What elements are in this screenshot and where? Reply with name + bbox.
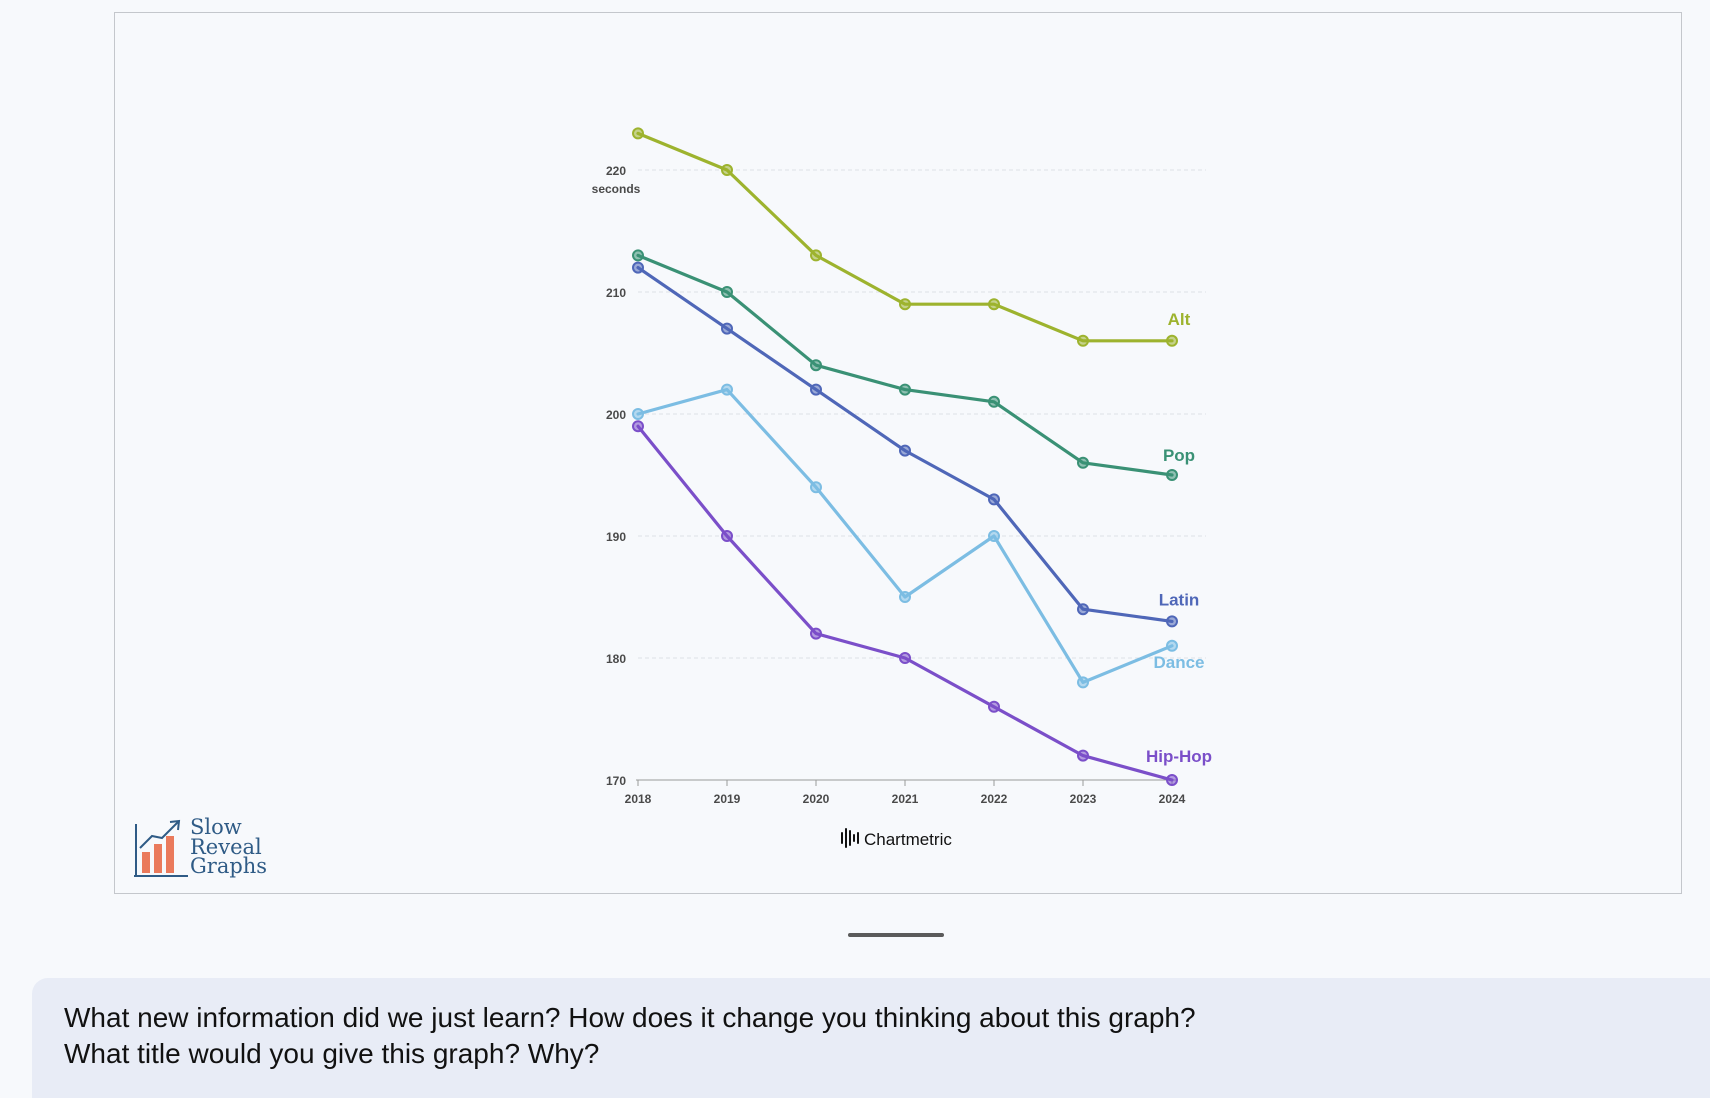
series-lines bbox=[636, 131, 1174, 782]
chartmetric-icon bbox=[841, 828, 859, 848]
x-tick-label: 2019 bbox=[714, 792, 741, 806]
data-point-latin bbox=[1077, 603, 1089, 616]
series-label-hip-hop: Hip-Hop bbox=[1146, 747, 1212, 766]
data-point-dance bbox=[632, 408, 644, 420]
bar-chart-arrow-icon bbox=[134, 819, 188, 877]
series-line-hip-hop bbox=[636, 424, 1174, 782]
series-label-pop: Pop bbox=[1163, 446, 1195, 465]
data-point-alt bbox=[721, 164, 733, 176]
tick-labels: 220 210 200 190 180 170 seconds 2018 2019 2020 202… bbox=[592, 164, 1186, 806]
data-points bbox=[632, 127, 1178, 786]
x-tick-label: 2021 bbox=[892, 792, 919, 806]
series-label-alt: Alt bbox=[1168, 310, 1191, 329]
data-point-alt bbox=[810, 249, 822, 262]
prompt-question-1: What new information did we just learn? … bbox=[64, 1002, 1196, 1033]
data-point-hip-hop bbox=[988, 700, 1000, 713]
logo-line-2: Reveal bbox=[190, 834, 262, 859]
y-tick-label: 200 bbox=[606, 408, 626, 422]
data-point-pop bbox=[721, 286, 733, 298]
data-point-pop bbox=[1166, 469, 1178, 481]
y-tick-label: 220 bbox=[606, 164, 626, 178]
data-point-alt bbox=[1077, 334, 1089, 347]
data-point-pop bbox=[988, 395, 1000, 408]
data-point-alt bbox=[899, 298, 911, 311]
x-tick-label: 2024 bbox=[1159, 792, 1186, 806]
series-line-latin bbox=[636, 266, 1174, 623]
data-point-dance bbox=[1166, 639, 1178, 652]
logo-line-3: Graphs bbox=[190, 854, 268, 878]
data-point-hip-hop bbox=[1077, 749, 1089, 762]
source-label: Chartmetric bbox=[864, 830, 952, 849]
series-label-latin: Latin bbox=[1159, 590, 1200, 609]
logo-wordmark: Slow Reveal Graphs bbox=[190, 815, 268, 878]
data-point-dance bbox=[899, 591, 911, 603]
data-point-hip-hop bbox=[721, 530, 733, 542]
x-axis bbox=[636, 779, 1178, 786]
series-labels: Alt Pop Latin Dance Hip-Hop bbox=[1146, 310, 1212, 766]
y-axis-unit-label: seconds bbox=[592, 182, 641, 196]
data-point-dance bbox=[988, 530, 1000, 542]
x-tick-label: 2020 bbox=[803, 792, 830, 806]
data-point-latin bbox=[810, 383, 822, 396]
data-point-latin bbox=[988, 493, 1000, 506]
data-point-latin bbox=[1166, 615, 1178, 628]
data-point-pop bbox=[1077, 456, 1089, 469]
data-point-hip-hop bbox=[810, 627, 822, 640]
data-point-dance bbox=[810, 481, 822, 494]
data-point-latin bbox=[632, 261, 644, 274]
y-tick-label: 210 bbox=[606, 286, 626, 300]
source-credit: Chartmetric bbox=[841, 828, 952, 849]
y-tick-label: 190 bbox=[606, 530, 626, 544]
data-point-dance bbox=[1077, 676, 1089, 689]
data-point-pop bbox=[810, 359, 822, 372]
data-point-dance bbox=[721, 383, 733, 396]
data-point-latin bbox=[721, 322, 733, 335]
panel-drag-handle[interactable] bbox=[848, 933, 944, 937]
prompt-question-2: What title would you give this graph? Wh… bbox=[64, 1038, 600, 1069]
series-label-dance: Dance bbox=[1153, 653, 1204, 672]
y-tick-label: 170 bbox=[606, 774, 626, 788]
data-point-hip-hop bbox=[1166, 774, 1178, 786]
logo-line-1: Slow bbox=[190, 815, 242, 839]
series-line-pop bbox=[636, 253, 1174, 477]
line-chart: Alt Pop Latin Dance Hip-Hop 220 210 200 190 180 1… bbox=[592, 127, 1212, 849]
data-point-pop bbox=[899, 383, 911, 396]
data-point-alt bbox=[1166, 334, 1178, 347]
y-tick-label: 180 bbox=[606, 652, 626, 666]
data-point-hip-hop bbox=[632, 420, 644, 433]
data-point-alt bbox=[632, 127, 644, 140]
prompt-panel: What new information did we just learn? … bbox=[32, 978, 1710, 1098]
x-tick-label: 2023 bbox=[1070, 792, 1097, 806]
x-tick-label: 2018 bbox=[625, 792, 652, 806]
x-tick-label: 2022 bbox=[981, 792, 1008, 806]
data-point-latin bbox=[899, 444, 911, 457]
data-point-alt bbox=[988, 298, 1000, 311]
slide-frame bbox=[114, 12, 1682, 894]
data-point-hip-hop bbox=[899, 652, 911, 664]
slow-reveal-graphs-logo: Slow Reveal Graphs bbox=[132, 816, 272, 884]
data-point-pop bbox=[632, 249, 644, 262]
